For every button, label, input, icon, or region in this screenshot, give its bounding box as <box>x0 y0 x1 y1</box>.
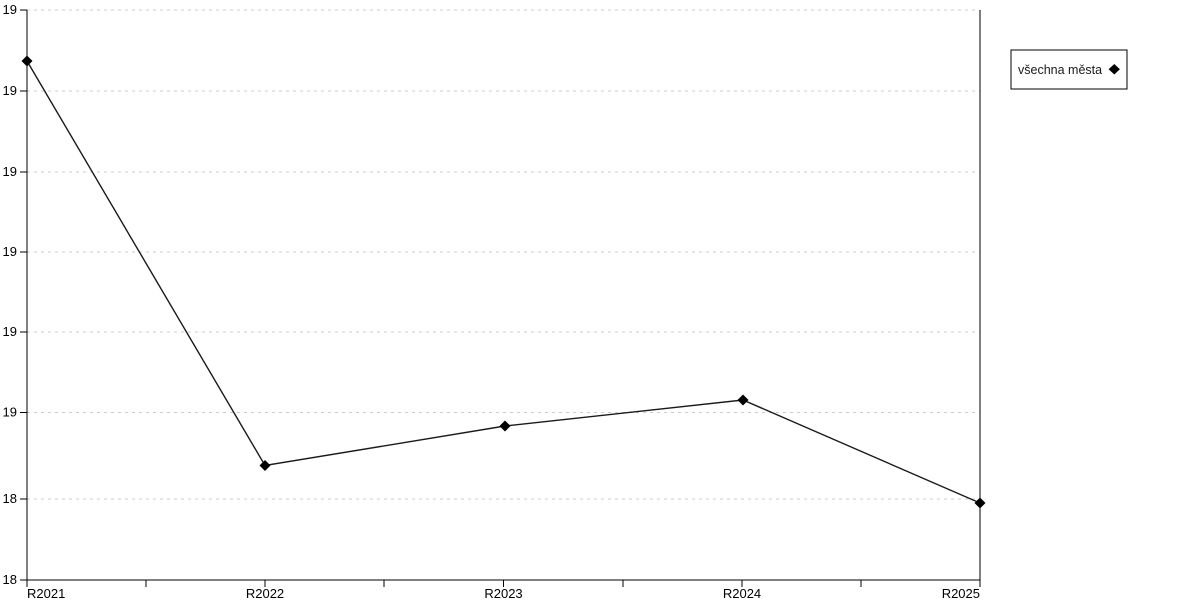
svg-text:19: 19 <box>3 405 17 420</box>
svg-text:19: 19 <box>3 164 17 179</box>
svg-text:18: 18 <box>3 572 17 587</box>
svg-text:19: 19 <box>3 244 17 259</box>
svg-text:R2021: R2021 <box>27 586 65 600</box>
svg-text:19: 19 <box>3 2 17 17</box>
svg-text:19: 19 <box>3 83 17 98</box>
svg-text:R2023: R2023 <box>484 586 522 600</box>
svg-text:R2025: R2025 <box>942 586 980 600</box>
svg-text:všechna města: všechna města <box>1018 63 1102 77</box>
svg-text:18: 18 <box>3 491 17 506</box>
svg-text:R2024: R2024 <box>723 586 761 600</box>
svg-text:R2022: R2022 <box>246 586 284 600</box>
svg-text:19: 19 <box>3 324 17 339</box>
